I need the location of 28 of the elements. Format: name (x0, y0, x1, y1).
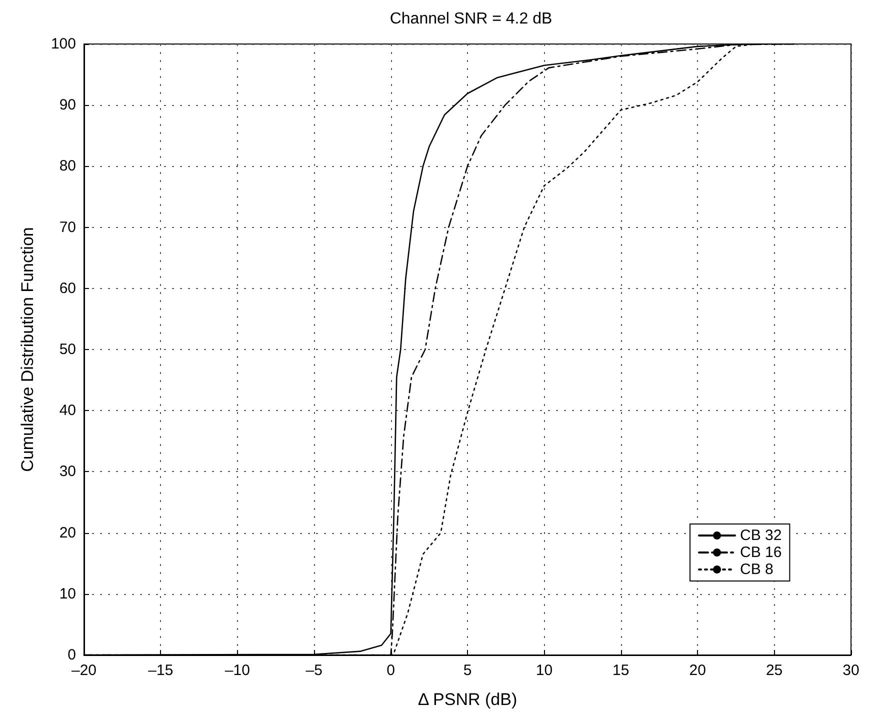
y-tick-label: 10 (59, 585, 76, 602)
x-tick-label: 5 (463, 662, 472, 679)
x-tick-label: –5 (306, 662, 322, 679)
x-tick-label: 30 (842, 662, 860, 679)
y-tick-label: 50 (59, 341, 76, 358)
y-tick-label: 80 (59, 158, 76, 175)
x-tick-label: 0 (386, 662, 395, 679)
legend-label: CB 8 (740, 561, 774, 578)
y-tick-label: 60 (59, 280, 76, 297)
y-tick-label: 0 (68, 646, 76, 664)
y-tick-label: 100 (50, 36, 76, 52)
x-axis-title: Δ PSNR (dB) (418, 690, 518, 709)
x-tick-label: 25 (766, 662, 783, 679)
legend-label: CB 32 (740, 527, 782, 544)
x-tick-label: –15 (148, 662, 174, 679)
x-tick-label: 10 (536, 662, 553, 679)
x-tick-label: –20 (71, 662, 97, 679)
y-tick-label: 40 (59, 402, 76, 420)
legend-label: CB 16 (740, 544, 782, 561)
y-tick-label: 90 (59, 96, 76, 114)
y-tick-label: 70 (59, 218, 76, 236)
y-axis-title: Cumulative Distribution Function (18, 227, 37, 472)
y-tick-label: 20 (59, 524, 76, 542)
x-tick-label: –10 (224, 662, 250, 679)
chart-title: Channel SNR = 4.2 dB (390, 10, 552, 28)
x-tick-label: 15 (612, 662, 630, 679)
x-tick-label: 20 (689, 662, 706, 679)
y-tick-label: 30 (59, 463, 76, 480)
